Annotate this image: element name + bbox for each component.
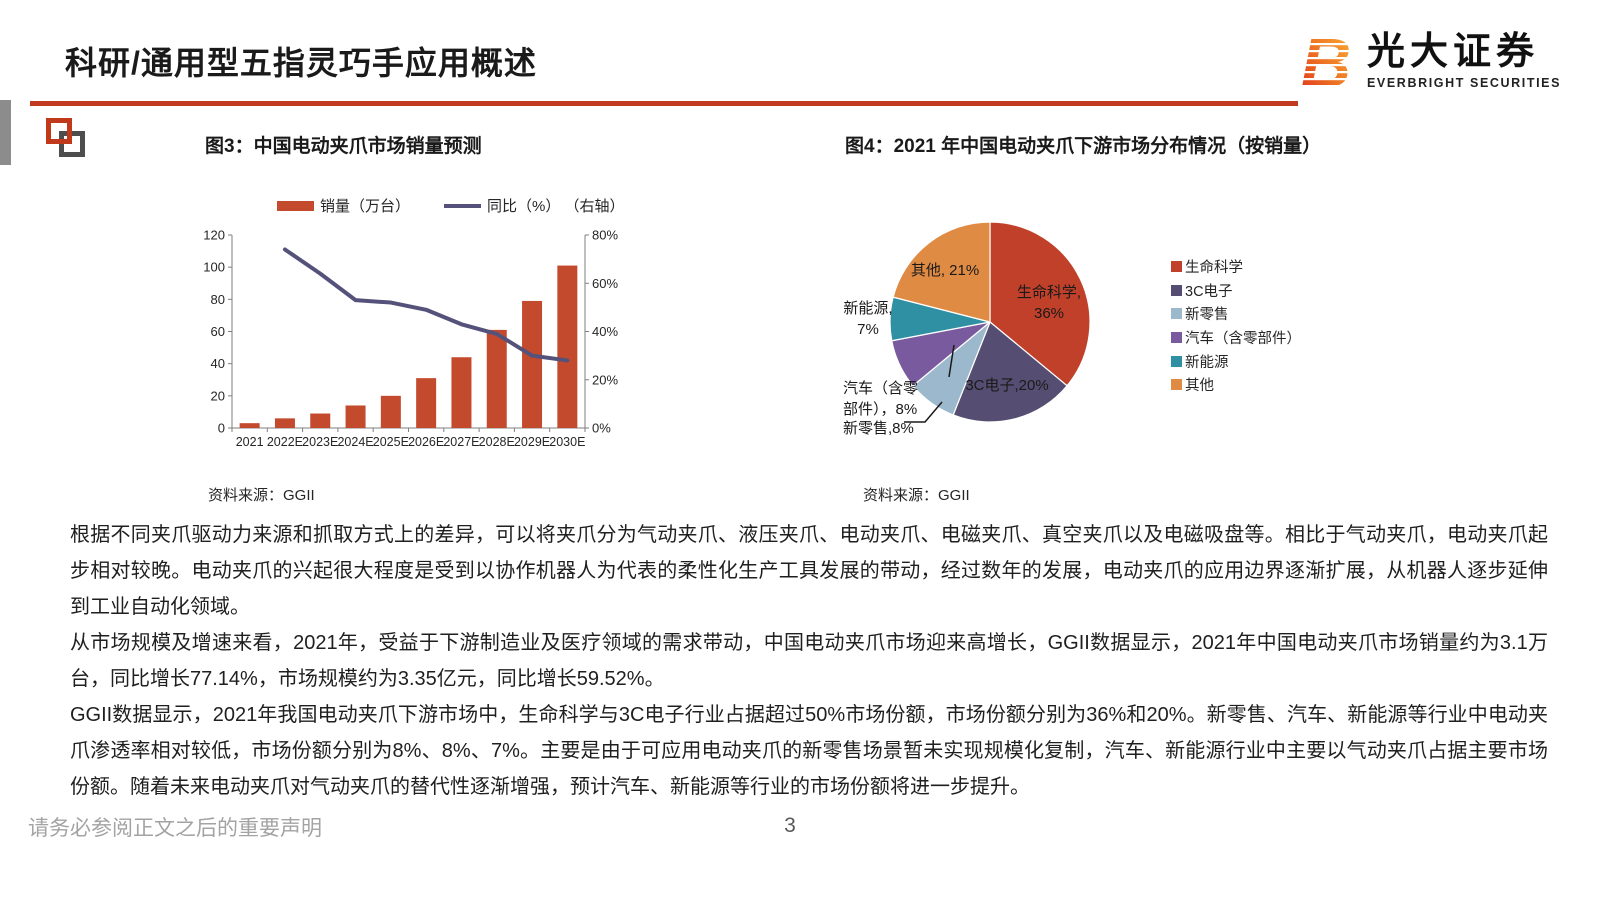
pie-legend-swatch — [1171, 355, 1182, 367]
pie-chart: 生命科学, 36% 3C电子,20% 新零售,8% 汽车（含零部件），8% 新能源, 7% 其… — [843, 221, 1091, 437]
pie-legend-item: 生命科学 — [1171, 255, 1301, 279]
pie-slice-其他 — [892, 221, 991, 323]
yoy-legend-label: 同比（%） （右轴） — [487, 198, 625, 215]
bar-2022E — [274, 418, 295, 428]
x-tick-label: 2027E — [443, 435, 479, 449]
paragraph-market-size: 从市场规模及增速来看，2021年，受益于下游制造业及医疗领域的需求带动，中国电动… — [70, 632, 1548, 690]
pie-slice-3C电子 — [952, 321, 1068, 423]
pie-legend-label: 3C电子 — [1185, 283, 1233, 300]
leader-retail — [904, 401, 943, 423]
x-tick-label: 2021 — [236, 435, 264, 449]
right-tick-label: 60% — [592, 276, 618, 291]
title-rule — [30, 101, 1298, 106]
x-tick-label: 2026E — [408, 435, 444, 449]
pie-label-汽车（含零部件）: 汽车（含零部件），8% — [843, 380, 918, 418]
footer-disclaimer: 请务必参阅正文之后的重要声明 — [28, 817, 322, 840]
svg-text:B: B — [1301, 30, 1352, 96]
yoy-line — [282, 247, 570, 363]
right-tick-label: 40% — [592, 324, 618, 339]
pie-legend-item: 新零售 — [1171, 302, 1301, 326]
page-number: 3 — [784, 814, 796, 837]
right-tick-label: 0% — [592, 421, 611, 436]
x-tick-label: 2023E — [302, 435, 338, 449]
bar-2023E — [310, 413, 331, 428]
left-tick-label: 20 — [211, 388, 225, 403]
pie-label-生命科学: 生命科学, 36% — [1017, 283, 1081, 322]
yoy-legend-swatch — [444, 203, 482, 208]
pie-legend-label: 其他 — [1185, 378, 1214, 395]
figure3-legend: 销量（万台） 同比（%） （右轴） — [277, 195, 625, 216]
decor-square-red — [46, 118, 72, 144]
page-title: 科研/通用型五指灵巧手应用概述 — [65, 45, 537, 81]
body-text: 根据不同夹爪驱动力来源和抓取方式上的差异，可以将夹爪分为气动夹爪、液压夹爪、电动… — [70, 517, 1548, 805]
pie-legend-item: 新能源 — [1171, 349, 1301, 373]
bar-2026E — [416, 378, 437, 428]
pie-legend-label: 生命科学 — [1185, 260, 1243, 277]
decor-square-gray — [59, 131, 85, 157]
left-tick-label: 60 — [211, 324, 225, 339]
left-tick-label: 40 — [211, 356, 225, 371]
pie-legend-item: 其他 — [1171, 373, 1301, 397]
left-tick-label: 120 — [203, 228, 225, 243]
paragraph-market-share: GGII数据显示，2021年我国电动夹爪下游市场中，生命科学与3C电子行业占据超… — [70, 704, 1548, 798]
left-tick-label: 100 — [203, 260, 225, 275]
brand-name-en: EVERBRIGHT SECURITIES — [1367, 76, 1562, 90]
left-tick-label: 80 — [211, 292, 225, 307]
bar-2021 — [239, 423, 260, 428]
leader-auto — [948, 344, 955, 378]
pie-legend-swatch — [1171, 261, 1182, 273]
x-tick-label: 2028E — [479, 435, 515, 449]
pie-label-新零售: 新零售,8% — [843, 420, 914, 437]
x-tick-label: 2029E — [514, 435, 550, 449]
brand-name-cn: 光大证券 — [1367, 31, 1540, 73]
bar-2024E — [345, 405, 366, 428]
bar-2027E — [451, 357, 472, 428]
pie-slice-生命科学 — [989, 221, 1091, 387]
pie-legend-swatch — [1171, 332, 1182, 344]
sales-legend-swatch — [277, 200, 314, 211]
left-tick-label: 0 — [218, 421, 225, 436]
bar-2029E — [522, 300, 543, 428]
pie-legend-label: 新能源 — [1185, 354, 1229, 371]
pie-legend-label: 汽车（含零部件） — [1185, 331, 1301, 348]
sales-legend-label: 销量（万台） — [320, 198, 411, 215]
bar-2025E — [380, 395, 401, 428]
pie-legend-label: 新零售 — [1185, 307, 1229, 324]
pie-label-3C电子: 3C电子,20% — [965, 377, 1048, 394]
pie-legend-item: 汽车（含零部件） — [1171, 326, 1301, 350]
pie-legend-item: 3C电子 — [1171, 279, 1301, 303]
figure3-source: 资料来源：GGII — [208, 487, 315, 504]
figure4-caption: 图4：2021 年中国电动夹爪下游市场分布情况（按销量） — [845, 136, 1322, 157]
bar-2030E — [557, 265, 578, 428]
pie-legend-swatch — [1171, 284, 1182, 296]
edge-accent-bar — [0, 100, 11, 165]
brand-b-mark-icon: B — [1301, 30, 1352, 96]
right-tick-label: 80% — [592, 228, 618, 243]
right-tick-label: 20% — [592, 372, 618, 387]
figure3-caption: 图3：中国电动夹爪市场销量预测 — [205, 136, 482, 157]
pie-legend: 生命科学 3C电子新零售汽车（含零部件） 新能源其他 — [1171, 255, 1301, 397]
figure4-source: 资料来源：GGII — [863, 487, 970, 504]
pie-label-新能源: 新能源, 7% — [843, 300, 892, 338]
x-tick-label: 2022E — [267, 435, 303, 449]
pie-label-其他: 其他, 21% — [911, 262, 979, 279]
bar-2028E — [486, 329, 507, 428]
paragraph-overview: 根据不同夹爪驱动力来源和抓取方式上的差异，可以将夹爪分为气动夹爪、液压夹爪、电动… — [70, 524, 1548, 618]
pie-legend-swatch — [1171, 379, 1182, 391]
x-tick-label: 2030E — [549, 435, 585, 449]
x-tick-label: 2025E — [373, 435, 409, 449]
pie-legend-swatch — [1171, 308, 1182, 320]
brand-logo: B 光大证券 EVERBRIGHT SECURITIES — [1295, 30, 1561, 96]
x-tick-label: 2024E — [337, 435, 373, 449]
